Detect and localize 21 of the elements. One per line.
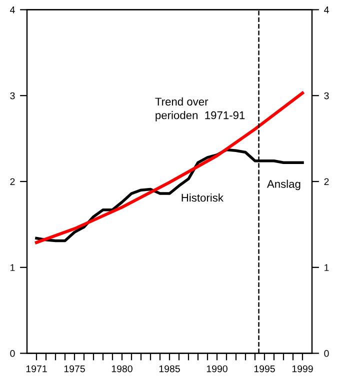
x-tick-label: 1990: [206, 365, 228, 372]
x-tick-label: 1971: [26, 365, 47, 372]
x-tick-label: 1975: [64, 365, 85, 372]
y2-tick-label: 2: [324, 178, 329, 186]
y-tick-label: 0: [10, 350, 15, 357]
y-tick-label: 3: [10, 92, 15, 100]
x-tick-label: 1980: [112, 365, 132, 372]
annotation: Anslag: [266, 180, 300, 190]
y-tick-label: 1: [10, 264, 15, 271]
x-tick-label: 1995: [254, 365, 275, 372]
annotation: Historisk: [182, 194, 224, 202]
annotation: Trend over perioden 1971-91: [155, 97, 245, 122]
x-tick-label: 1985: [159, 365, 180, 372]
y2-tick-label: 1: [324, 264, 329, 271]
x-tick-label: 1999: [292, 365, 313, 372]
y-tick-label: 2: [10, 178, 15, 186]
y2-tick-label: 3: [324, 92, 329, 100]
line-series: [34, 91, 304, 244]
y2-tick-label: 0: [324, 350, 329, 357]
y-tick-label: 4: [10, 6, 15, 14]
y2-tick-label: 4: [324, 6, 329, 14]
